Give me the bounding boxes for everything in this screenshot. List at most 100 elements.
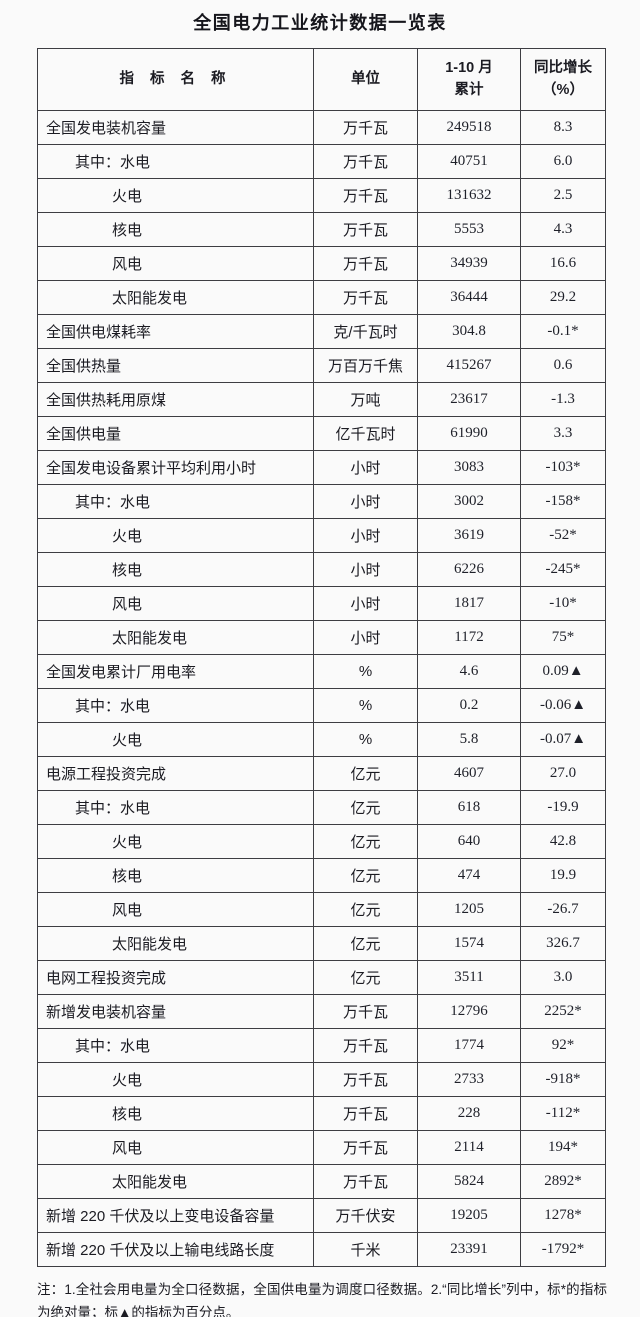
- unit-cell: 小时: [313, 518, 418, 553]
- growth-cell: -0.06▲: [520, 688, 606, 723]
- header-indicator-name: 指 标 名 称: [37, 48, 314, 111]
- unit-cell: 万千瓦: [313, 1130, 418, 1165]
- indicator-name-cell: 风电: [37, 892, 314, 927]
- indicator-name-cell: 其中：水电: [37, 790, 314, 825]
- growth-cell: 0.6: [520, 348, 606, 383]
- unit-cell: 万千瓦: [313, 144, 418, 179]
- growth-cell: -26.7: [520, 892, 606, 927]
- unit-cell: 万吨: [313, 382, 418, 417]
- unit-cell: 亿元: [313, 790, 418, 825]
- indicator-name-cell: 火电: [37, 178, 314, 213]
- growth-cell: 29.2: [520, 280, 606, 315]
- unit-cell: 万千瓦: [313, 1062, 418, 1097]
- value-cell: 34939: [417, 246, 521, 281]
- indicator-name-cell: 太阳能发电: [37, 1164, 314, 1199]
- table-row: 全国发电装机容量 万千瓦 249518 8.3: [37, 110, 606, 145]
- indicator-name-cell: 新增 220 千伏及以上变电设备容量: [37, 1198, 314, 1233]
- table-row: 太阳能发电 万千瓦 5824 2892*: [37, 1164, 606, 1199]
- table-footnote: 注：1.全社会用电量为全口径数据，全国供电量为调度口径数据。2.“同比增长”列中…: [37, 1282, 607, 1317]
- growth-cell: -0.1*: [520, 314, 606, 349]
- indicator-name-cell: 新增发电装机容量: [37, 994, 314, 1029]
- indicator-name-cell: 火电: [37, 722, 314, 757]
- value-cell: 1574: [417, 926, 521, 961]
- value-cell: 3511: [417, 960, 521, 995]
- indicator-name-cell: 核电: [37, 212, 314, 247]
- growth-cell: -158*: [520, 484, 606, 519]
- unit-cell: %: [313, 688, 418, 723]
- header-growth: 同比增长 （%）: [520, 48, 606, 111]
- growth-cell: 2252*: [520, 994, 606, 1029]
- value-cell: 4607: [417, 756, 521, 791]
- growth-cell: -10*: [520, 586, 606, 621]
- table-row: 全国发电设备累计平均利用小时 小时 3083 -103*: [37, 450, 606, 485]
- unit-cell: 小时: [313, 450, 418, 485]
- growth-cell: -52*: [520, 518, 606, 553]
- unit-cell: 亿元: [313, 756, 418, 791]
- value-cell: 1774: [417, 1028, 521, 1063]
- value-cell: 1172: [417, 620, 521, 655]
- value-cell: 36444: [417, 280, 521, 315]
- table-row: 核电 万千瓦 5553 4.3: [37, 212, 606, 247]
- value-cell: 2114: [417, 1130, 521, 1165]
- unit-cell: 千米: [313, 1232, 418, 1267]
- value-cell: 23617: [417, 382, 521, 417]
- growth-cell: 4.3: [520, 212, 606, 247]
- indicator-name-cell: 核电: [37, 552, 314, 587]
- table-row: 太阳能发电 亿元 1574 326.7: [37, 926, 606, 961]
- table-row: 火电 小时 3619 -52*: [37, 518, 606, 553]
- unit-cell: 万百万千焦: [313, 348, 418, 383]
- table-row: 其中：水电 % 0.2 -0.06▲: [37, 688, 606, 723]
- value-cell: 1205: [417, 892, 521, 927]
- table-row: 电源工程投资完成 亿元 4607 27.0: [37, 756, 606, 791]
- growth-cell: -1792*: [520, 1232, 606, 1267]
- indicator-name-cell: 全国供热耗用原煤: [37, 382, 314, 417]
- table-row: 新增发电装机容量 万千瓦 12796 2252*: [37, 994, 606, 1029]
- table-row: 其中：水电 万千瓦 1774 92*: [37, 1028, 606, 1063]
- table-row: 核电 万千瓦 228 -112*: [37, 1096, 606, 1131]
- unit-cell: 万千瓦: [313, 280, 418, 315]
- indicator-name-cell: 太阳能发电: [37, 926, 314, 961]
- header-unit: 单位: [313, 48, 418, 111]
- table-row: 新增 220 千伏及以上变电设备容量 万千伏安 19205 1278*: [37, 1198, 606, 1233]
- unit-cell: 万千瓦: [313, 178, 418, 213]
- indicator-name-cell: 全国发电装机容量: [37, 110, 314, 145]
- unit-cell: 万千瓦: [313, 1096, 418, 1131]
- indicator-name-cell: 其中：水电: [37, 688, 314, 723]
- indicator-name-cell: 其中：水电: [37, 484, 314, 519]
- table-row: 核电 小时 6226 -245*: [37, 552, 606, 587]
- indicator-name-cell: 风电: [37, 246, 314, 281]
- page-title: 全国电力工业统计数据一览表: [193, 13, 447, 33]
- table-row: 火电 亿元 640 42.8: [37, 824, 606, 859]
- growth-cell: -112*: [520, 1096, 606, 1131]
- indicator-name-cell: 核电: [37, 858, 314, 893]
- indicator-name-cell: 新增 220 千伏及以上输电线路长度: [37, 1232, 314, 1267]
- unit-cell: 万千瓦: [313, 994, 418, 1029]
- indicator-name-cell: 核电: [37, 1096, 314, 1131]
- growth-cell: 8.3: [520, 110, 606, 145]
- value-cell: 249518: [417, 110, 521, 145]
- growth-cell: -103*: [520, 450, 606, 485]
- header-period: 1-10 月 累计: [417, 48, 521, 111]
- unit-cell: 亿元: [313, 892, 418, 927]
- growth-cell: 0.09▲: [520, 654, 606, 689]
- value-cell: 40751: [417, 144, 521, 179]
- unit-cell: 小时: [313, 484, 418, 519]
- unit-cell: 小时: [313, 620, 418, 655]
- table-row: 电网工程投资完成 亿元 3511 3.0: [37, 960, 606, 995]
- value-cell: 640: [417, 824, 521, 859]
- indicator-name-cell: 火电: [37, 518, 314, 553]
- table-row: 核电 亿元 474 19.9: [37, 858, 606, 893]
- unit-cell: 万千瓦: [313, 110, 418, 145]
- growth-cell: 16.6: [520, 246, 606, 281]
- indicator-name-cell: 火电: [37, 824, 314, 859]
- indicator-name-cell: 火电: [37, 1062, 314, 1097]
- value-cell: 12796: [417, 994, 521, 1029]
- indicator-name-cell: 太阳能发电: [37, 620, 314, 655]
- value-cell: 304.8: [417, 314, 521, 349]
- unit-cell: 万千瓦: [313, 212, 418, 247]
- value-cell: 474: [417, 858, 521, 893]
- indicator-name-cell: 其中：水电: [37, 1028, 314, 1063]
- value-cell: 3619: [417, 518, 521, 553]
- indicator-name-cell: 太阳能发电: [37, 280, 314, 315]
